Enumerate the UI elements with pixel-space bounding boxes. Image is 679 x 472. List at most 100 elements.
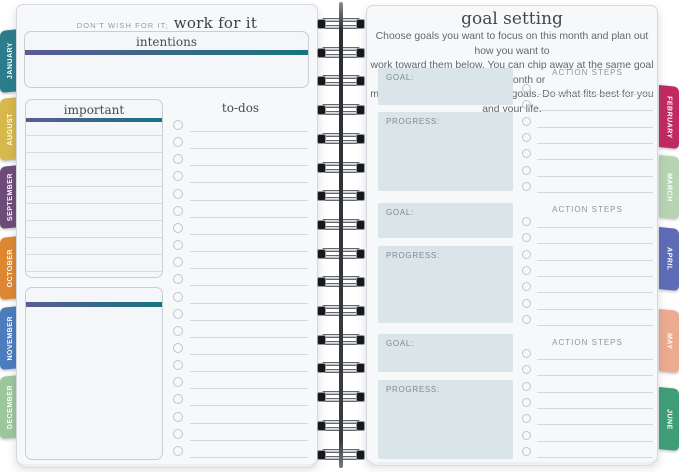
action-step-row [522,314,653,327]
action-step-circle [522,149,531,159]
todo-checkbox-circle [173,445,183,456]
todo-row [173,428,308,442]
action-step-row [522,282,653,294]
intentions-accent-bar [25,50,308,55]
action-step-row [522,365,653,377]
left-page: DON'T WISH FOR IT; work for it intentions… [16,4,318,468]
action-step-circle [522,249,531,259]
punch-hole [317,420,326,431]
todo-checkbox-circle [173,342,183,353]
todo-write-line [190,199,308,201]
action-step-line [537,308,653,310]
goal-label: GOAL: [386,208,414,217]
ruled-line [26,135,162,136]
action-step-line [537,375,653,377]
todo-write-line [190,422,308,424]
month-tab-may: MAY [659,308,679,374]
punch-hole [356,449,365,460]
action-step-row [522,233,653,245]
punch-hole [356,420,365,431]
punch-hole [317,105,326,116]
punch-hole [317,191,326,202]
punch-hole [317,392,326,403]
goal-box: GOAL: [378,203,513,238]
action-step-line [537,227,653,228]
ruled-line [26,186,162,187]
action-step-circle [522,314,531,324]
punch-hole [317,19,326,29]
action-step-circle [522,365,531,375]
ruled-line [26,220,162,221]
todo-write-line [190,268,308,270]
month-tab-february: FEBRUARY [659,84,679,150]
action-step-circle [522,381,531,391]
action-step-row [522,149,653,161]
action-step-line [537,424,653,426]
notes-accent-bar [26,302,162,307]
todo-row [173,154,308,167]
action-step-row [522,446,653,459]
progress-box: PROGRESS: [378,112,513,191]
todo-row [173,205,308,219]
todo-row [173,377,308,390]
month-tab-march: MARCH [659,154,679,220]
action-step-circle [522,165,531,175]
progress-box: PROGRESS: [378,380,513,459]
todo-checkbox-circle [173,171,183,182]
todo-row [173,445,308,459]
punch-hole [317,162,326,173]
action-step-row [522,349,653,361]
punch-hole [317,449,326,460]
action-step-circle [522,349,531,358]
ruled-line [26,152,162,153]
action-step-circle [522,116,531,126]
goal-box: GOAL: [378,334,513,372]
punch-hole [356,191,365,202]
todo-write-line [190,233,308,235]
action-step-line [537,324,653,326]
todo-row [173,188,308,202]
month-tab-label: SEPTEMBER [6,172,14,222]
intentions-box: intentions [24,31,309,88]
todo-write-line [190,216,308,218]
todo-row [173,308,308,322]
action-step-line [537,359,653,360]
todo-row [173,137,308,150]
action-step-circle [522,233,531,243]
todo-write-line [190,371,308,373]
todos-title: to-dos [221,101,260,115]
todo-checkbox-circle [173,120,183,130]
todo-checkbox-circle [173,154,183,165]
goal-box: GOAL: [378,68,513,105]
right-page: goal setting Choose goals you want to fo… [366,5,658,466]
todo-checkbox-circle [173,360,183,371]
todo-write-line [190,319,308,321]
todo-checkbox-circle [173,428,183,439]
todo-checkbox-circle [173,222,183,233]
action-step-line [537,456,653,458]
punch-hole [356,334,365,345]
action-step-row [522,381,653,394]
punch-hole [317,219,326,230]
action-step-circle [522,132,531,142]
quote-emphasis: work for it [173,14,258,32]
action-step-circle [522,282,531,292]
punch-hole [317,47,326,58]
todo-write-line [190,251,308,253]
todo-row [173,342,308,356]
todo-checkbox-circle [173,394,183,405]
todo-row [173,291,308,305]
progress-label: PROGRESS: [386,385,440,394]
ruled-line [26,203,162,204]
action-steps-header: ACTION STEPS [552,205,623,214]
action-step-row [522,165,653,178]
quote-prefix: DON'T WISH FOR IT; [76,21,169,30]
todo-row [173,240,308,253]
action-step-line [537,94,653,95]
notes-box [25,287,163,460]
action-step-row [522,100,653,112]
todo-write-line [190,456,308,458]
goal-label: GOAL: [386,339,414,348]
todo-row [173,274,308,287]
todo-write-line [190,388,308,390]
